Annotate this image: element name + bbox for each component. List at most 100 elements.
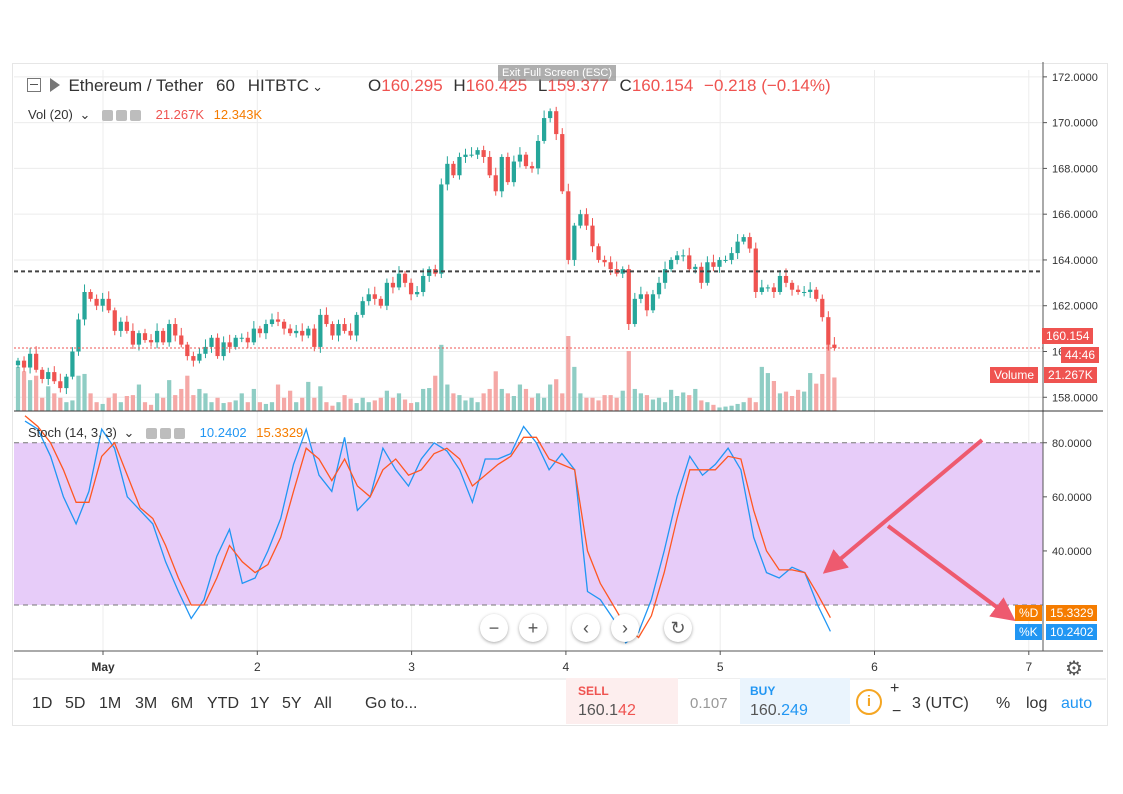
minus-icon[interactable]: − — [892, 703, 902, 720]
candle-body — [142, 333, 148, 341]
k-axis-value: 10.2402 — [1046, 624, 1098, 640]
range-button-all[interactable]: All — [314, 695, 332, 712]
volume-bar — [366, 402, 371, 411]
candle-body — [281, 321, 287, 329]
volume-legend-label[interactable]: Vol (20) — [28, 107, 73, 122]
last-price-tag: 160.154 — [1042, 328, 1094, 344]
range-button-5d[interactable]: 5D — [65, 695, 86, 712]
volume-bar — [402, 399, 408, 411]
exit-fullscreen-button[interactable]: Exit Full Screen (ESC) — [498, 65, 617, 81]
candle-body — [711, 262, 716, 267]
volume-bar — [154, 393, 160, 411]
volume-bar — [233, 400, 238, 411]
zoom-in-button[interactable]: + — [519, 614, 547, 642]
chevron-down-icon[interactable]: ⌄ — [79, 107, 91, 122]
scroll-left-button[interactable]: ‹ — [572, 614, 600, 642]
gear-icon[interactable] — [160, 428, 172, 440]
candles — [14, 106, 1043, 395]
volume-bar — [662, 402, 668, 411]
collapse-icon[interactable] — [27, 77, 41, 92]
range-button-3m[interactable]: 3M — [135, 695, 158, 712]
scroll-right-button[interactable]: › — [611, 614, 639, 642]
range-button-6m[interactable]: 6M — [171, 695, 194, 712]
range-button-1d[interactable]: 1D — [32, 695, 53, 712]
range-button-5y[interactable]: 5Y — [282, 695, 302, 712]
volume-bar — [360, 397, 365, 411]
volume-bar — [656, 397, 662, 411]
volume-bar — [469, 397, 474, 411]
price-tick-label: 168.0000 — [1052, 163, 1098, 175]
volume-bar — [687, 395, 692, 411]
symbol-name[interactable]: Ethereum / Tether — [68, 76, 204, 95]
candle-body — [626, 269, 631, 325]
time-tick-label: 4 — [563, 660, 570, 674]
exchange[interactable]: HITBTC — [247, 76, 310, 95]
candle-body — [161, 330, 166, 343]
eye-icon[interactable] — [146, 428, 158, 440]
candle-body — [675, 255, 680, 260]
volume-bar — [820, 373, 825, 411]
volume-bar — [493, 371, 498, 411]
volume-bar — [711, 404, 716, 411]
info-icon[interactable]: i — [856, 689, 882, 715]
chevron-down-icon[interactable]: ⌄ — [312, 79, 323, 94]
volume-bar — [112, 393, 117, 411]
timezone-label[interactable]: 3 (UTC) — [912, 695, 969, 712]
candle-body — [154, 330, 160, 343]
volume-bar — [100, 403, 105, 411]
reset-button[interactable]: ↻ — [664, 614, 692, 642]
range-button-1m[interactable]: 1M — [99, 695, 122, 712]
volume-bar — [675, 396, 680, 411]
candle-body — [275, 319, 281, 322]
volume-bar — [517, 384, 523, 411]
volume-bar — [723, 406, 728, 411]
volume-bar — [52, 393, 57, 411]
candle-body — [251, 328, 256, 343]
candle-body — [408, 282, 414, 295]
candle-body — [687, 255, 692, 270]
candle-body — [475, 150, 480, 155]
candle-body — [167, 324, 172, 343]
volume-bar — [384, 390, 390, 411]
candle-body — [415, 291, 420, 295]
range-button-ytd[interactable]: YTD — [207, 695, 239, 712]
auto-toggle[interactable]: auto — [1061, 695, 1093, 712]
candle-body — [590, 225, 595, 247]
interval[interactable]: 60 — [216, 76, 235, 95]
plus-icon[interactable]: + — [890, 680, 900, 697]
candle-body — [802, 291, 807, 293]
candle-body — [771, 287, 777, 292]
log-toggle[interactable]: log — [1026, 695, 1048, 712]
chevron-down-icon[interactable]: ⌄ — [123, 425, 135, 440]
volume-bar — [21, 371, 27, 411]
goto-button[interactable]: Go to... — [365, 695, 418, 712]
volume-bar — [614, 397, 619, 411]
sell-button[interactable]: SELL 160.142 — [566, 678, 678, 724]
gear-icon[interactable]: ⚙ — [1065, 658, 1083, 680]
range-button-1y[interactable]: 1Y — [250, 695, 270, 712]
gear-icon[interactable] — [115, 110, 127, 122]
volume-bar — [783, 391, 789, 411]
percent-toggle[interactable]: % — [996, 695, 1011, 712]
close-icon[interactable] — [129, 110, 141, 122]
candle-body — [233, 337, 238, 347]
volume-bar — [548, 384, 553, 411]
d-axis-value: 15.3329 — [1046, 605, 1098, 621]
candle-body — [106, 298, 111, 311]
candle-body — [40, 369, 45, 379]
volume-axis-value: 21.267K — [1044, 367, 1097, 383]
volume-bar — [771, 381, 777, 411]
candle-body — [179, 335, 184, 345]
candle-body — [215, 337, 220, 357]
candle-body — [324, 314, 329, 325]
eye-icon[interactable] — [101, 110, 113, 122]
volume-bar — [275, 384, 281, 411]
candle-body — [578, 214, 583, 226]
close-icon[interactable] — [174, 428, 186, 440]
open-label: O — [368, 76, 382, 95]
buy-button[interactable]: BUY 160.249 — [740, 678, 850, 724]
zoom-out-button[interactable]: − — [480, 614, 508, 642]
volume-bar — [505, 393, 510, 411]
stoch-legend-label[interactable]: Stoch (14, 3, 3) — [28, 425, 117, 440]
